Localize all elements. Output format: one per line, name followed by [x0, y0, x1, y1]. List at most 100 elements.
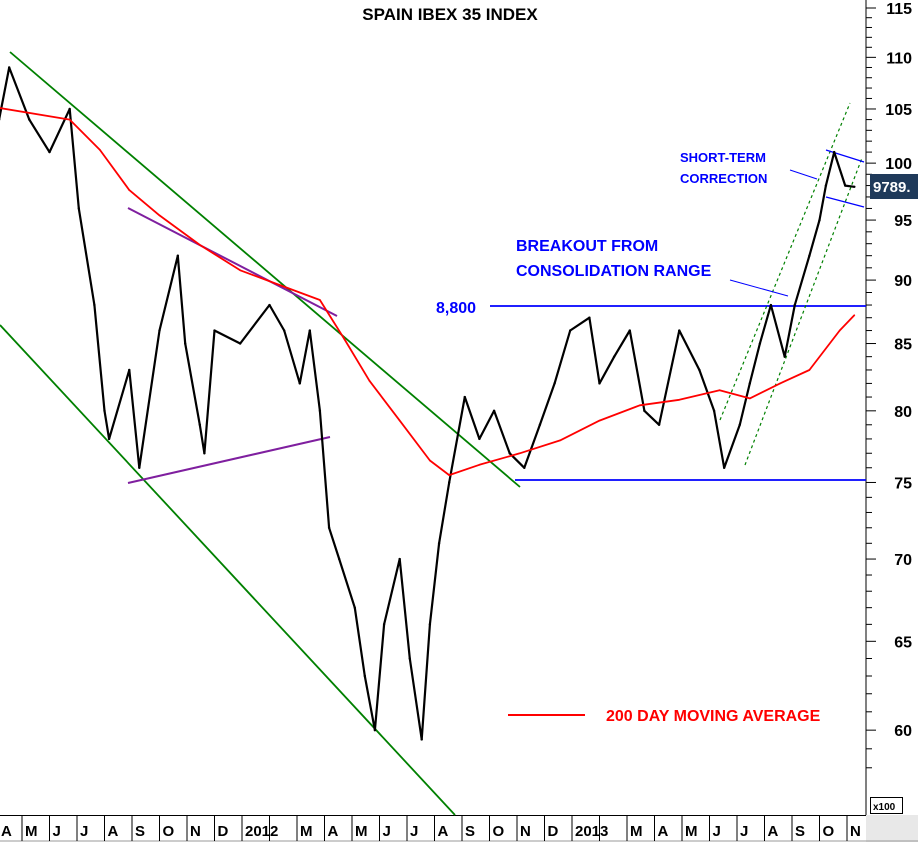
x-tick-label: N [520, 823, 531, 840]
ma-point [398, 419, 401, 422]
x-tick-label: M [630, 823, 643, 840]
breakout-label-2: CONSOLIDATION RANGE [516, 263, 712, 280]
ma-point [718, 389, 721, 392]
price-point [268, 303, 271, 307]
x-tick-label: J [80, 823, 88, 840]
last-value-label: 9789. [873, 179, 911, 196]
correction-upper-line [825, 149, 865, 163]
last-value-box [870, 174, 918, 199]
price-point [28, 118, 31, 121]
price-point [478, 437, 481, 441]
y-tick-label: 65 [894, 634, 912, 651]
price-point [447, 481, 451, 484]
x-tick-label: M [355, 823, 368, 840]
series-group [0, 66, 856, 741]
price-point [77, 207, 81, 210]
price-point [612, 355, 616, 358]
triangle-lower-line [127, 436, 331, 484]
y-tick-label: 105 [885, 102, 912, 119]
correction-lower-line [825, 196, 865, 208]
price-point [408, 657, 411, 660]
x-tick-label: M [300, 823, 313, 840]
price-point [282, 329, 286, 332]
ma-point [368, 379, 371, 382]
level-8800-label: 8,800 [436, 300, 476, 317]
price-point [373, 728, 377, 732]
x-tick-label: J [410, 823, 418, 840]
price-point [420, 738, 423, 741]
price-point [508, 452, 511, 455]
correction-label-2: CORRECTION [680, 171, 767, 186]
price-point [176, 254, 180, 257]
y-tick-label: 70 [894, 552, 912, 569]
x-tick-label: O [163, 823, 175, 840]
price-point [398, 557, 401, 561]
y-tick-label: 110 [886, 50, 912, 67]
unit-box [870, 797, 903, 814]
price-point [492, 409, 496, 413]
x-tick-label: M [685, 823, 698, 840]
price-point [203, 452, 206, 455]
price-point [213, 329, 216, 332]
price-point [783, 355, 786, 358]
price-point [738, 423, 741, 426]
triangle-upper-line [127, 207, 338, 317]
price-point [158, 329, 161, 332]
x-tick-label: A [108, 823, 119, 840]
ma-point [319, 299, 321, 301]
ma-point [278, 284, 281, 286]
price-point [678, 329, 681, 332]
y-tick-label: 115 [886, 1, 912, 18]
ma-point [518, 452, 521, 455]
unit-label: x100 [873, 802, 896, 813]
ma-point [779, 382, 781, 385]
price-point [103, 409, 106, 413]
y-tick-label: 80 [894, 404, 912, 421]
price-point [428, 623, 432, 626]
x-tick-label: A [438, 823, 449, 840]
price-point [7, 66, 11, 69]
x-tick-label: S [795, 823, 805, 840]
price-point [128, 368, 131, 372]
x-tick-label: 2012 [245, 823, 278, 840]
ma-point [199, 244, 201, 246]
ma-point [448, 474, 450, 476]
breakout-pointer [729, 279, 789, 297]
price-point [628, 329, 631, 332]
x-tick-label: N [190, 823, 201, 840]
price-point [793, 303, 796, 307]
ma-point [128, 189, 131, 191]
x-tick-label: J [713, 823, 721, 840]
price-point [318, 409, 322, 413]
x-tick-label: A [328, 823, 339, 840]
price-point [643, 409, 646, 413]
ma-point [838, 329, 841, 332]
price-point [588, 316, 591, 319]
corner-bg [866, 815, 918, 842]
rising-channel-lower [744, 157, 863, 466]
chart-title: SPAIN IBEX 35 INDEX [362, 5, 538, 24]
ma-point [99, 149, 101, 151]
price-point [553, 382, 556, 385]
ma-point [678, 398, 681, 401]
price-point [523, 466, 526, 469]
ma-point [639, 404, 641, 407]
channel-lower-trendline [0, 324, 456, 816]
x-tick-label: A [768, 823, 779, 840]
ma-point [68, 118, 71, 121]
x-tick-label: A [1, 823, 12, 840]
price-point [353, 606, 356, 609]
ma-point [808, 369, 811, 371]
breakout-label-1: BREAKOUT FROM [516, 238, 658, 255]
price-point [93, 303, 96, 307]
price-point [832, 150, 836, 154]
y-tick-label: 100 [885, 156, 912, 173]
price-point [48, 150, 51, 154]
x-axis: A M J J A S O N D 2012 M A M J J A S O N D 2013 M A M J J A S O N [1, 815, 861, 841]
price-point [183, 342, 187, 345]
price-point [363, 674, 367, 678]
price-point [68, 107, 71, 111]
price-point [308, 329, 312, 332]
legend-ma-label: 200 DAY MOVING AVERAGE [606, 708, 821, 725]
